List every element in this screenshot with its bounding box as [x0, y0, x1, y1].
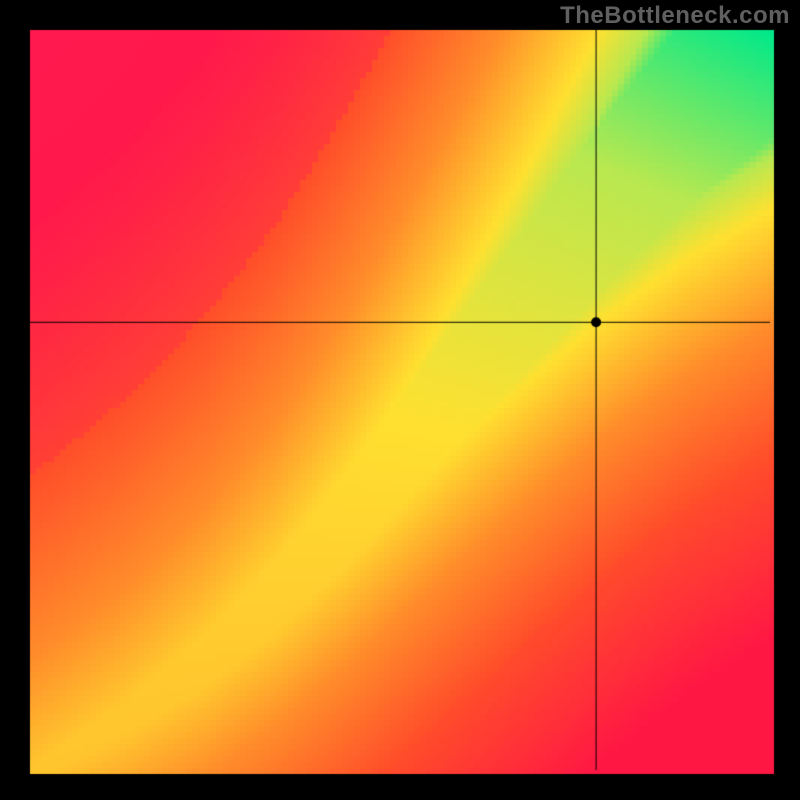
watermark-text: TheBottleneck.com [560, 2, 790, 30]
heatmap-canvas [0, 0, 800, 800]
chart-container: TheBottleneck.com [0, 0, 800, 800]
